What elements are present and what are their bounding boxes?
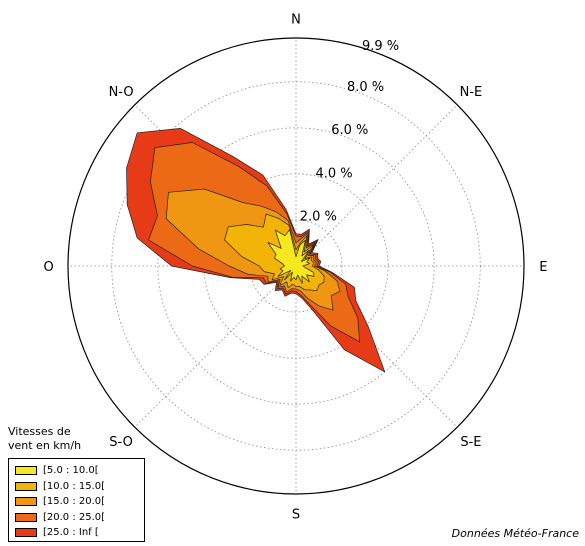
legend-item: [15.0 : 20.0[ <box>15 494 144 510</box>
legend-item: [25.0 : Inf [ <box>15 525 144 541</box>
data-credit: Données Météo-France <box>451 527 579 540</box>
direction-label: S-E <box>460 435 481 450</box>
radial-tick-label: 4.0 % <box>316 166 353 181</box>
legend-item: [5.0 : 10.0[ <box>15 463 144 479</box>
legend-label: [15.0 : 20.0[ <box>43 496 106 508</box>
legend-title-line-1: Vitesses de <box>8 425 71 438</box>
direction-label: S <box>292 507 300 522</box>
legend-swatch <box>15 481 37 491</box>
polar-grid <box>68 38 524 494</box>
legend-item: [10.0 : 15.0[ <box>15 479 144 495</box>
direction-label: O <box>44 260 54 275</box>
radial-tick-label: 2.0 % <box>300 210 337 225</box>
legend-title: Vitesses de vent en km/h <box>8 425 81 453</box>
legend-title-line-2: vent en km/h <box>8 439 82 452</box>
radial-tick-label: 9.9 % <box>362 39 399 54</box>
legend-item: [20.0 : 25.0[ <box>15 510 144 526</box>
legend-swatch <box>15 497 37 507</box>
direction-label: E <box>539 260 547 275</box>
radial-tick-label: 8.0 % <box>347 80 384 95</box>
ring-gridline <box>111 81 481 451</box>
axis-labels: 2.0 % 4.0 % 6.0 % 8.0 % 9.9 % N N-E E S-E S S-O O N-… <box>44 13 548 523</box>
legend: [5.0 : 10.0[ [10.0 : 15.0[ [15.0 : 20.0[… <box>8 458 145 542</box>
radial-tick-label: 6.0 % <box>331 123 368 138</box>
radial-gridline <box>134 265 297 428</box>
direction-label: S-O <box>109 435 133 450</box>
outer-circle <box>67 37 525 495</box>
direction-label: N-O <box>109 85 134 100</box>
direction-label: N-E <box>460 85 483 100</box>
legend-swatch <box>15 466 37 476</box>
legend-swatch <box>15 512 37 522</box>
legend-label: [20.0 : 25.0[ <box>43 511 106 523</box>
legend-label: [5.0 : 10.0[ <box>43 465 99 477</box>
legend-swatch <box>15 528 37 538</box>
radial-gridline <box>295 104 458 267</box>
legend-label: [10.0 : 15.0[ <box>43 480 106 492</box>
ring-gridline <box>157 127 435 405</box>
series-area-0 <box>267 229 315 284</box>
legend-label: [25.0 : Inf [ <box>43 527 99 539</box>
series-layer <box>126 128 386 373</box>
direction-label: N <box>291 13 301 28</box>
